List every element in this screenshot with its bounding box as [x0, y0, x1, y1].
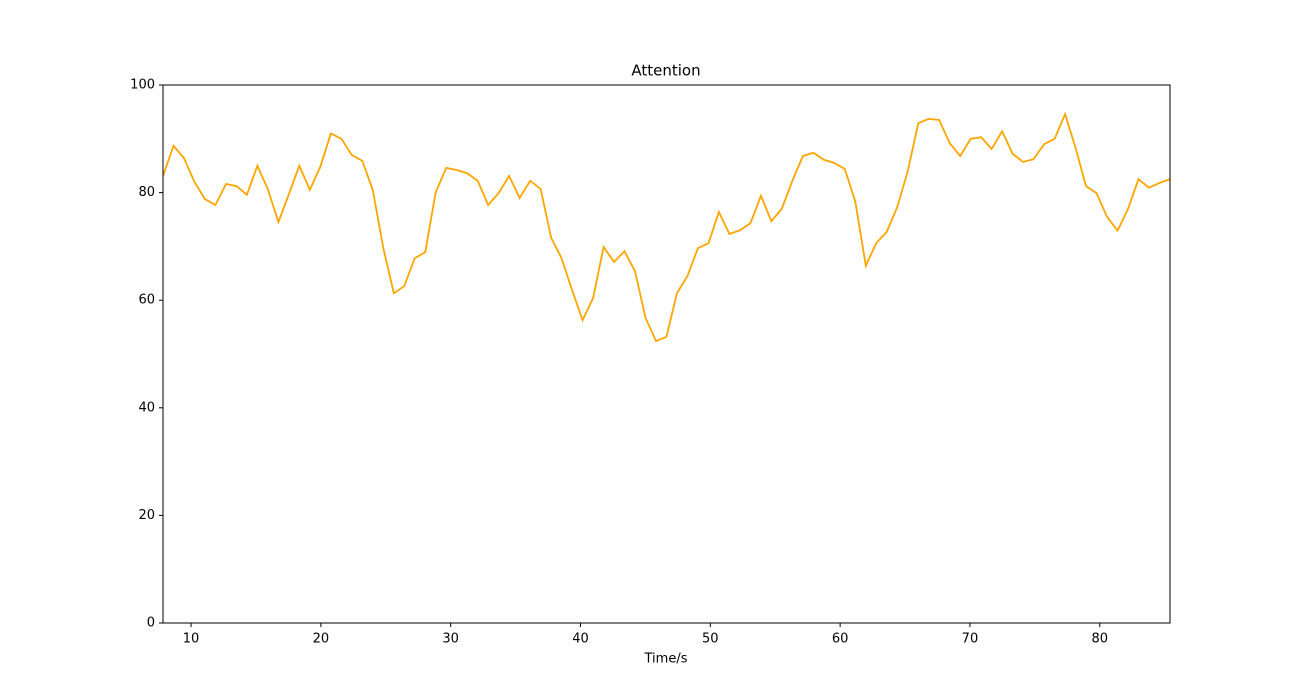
y-tick-label: 60	[138, 293, 155, 308]
x-tick-label: 20	[313, 632, 330, 647]
x-tick-label: 10	[183, 632, 200, 647]
x-tick-label: 40	[572, 632, 589, 647]
y-tick-label: 0	[147, 616, 155, 631]
line	[163, 111, 1170, 343]
y-tick-label: 40	[138, 400, 155, 415]
x-axis-label: Time/s	[644, 652, 688, 667]
x-tick-label: 70	[962, 632, 979, 647]
chart-title: Attention	[631, 62, 700, 80]
y-tick-label: 100	[130, 78, 155, 93]
x-tick-label: 80	[1091, 632, 1108, 647]
x-tick-label: 50	[702, 632, 719, 647]
x-tick-label: 60	[832, 632, 849, 647]
x-tick-label: 30	[442, 632, 459, 647]
y-tick-label: 80	[138, 185, 155, 200]
plot-frame	[162, 84, 1171, 624]
y-tick-label: 20	[138, 508, 155, 523]
